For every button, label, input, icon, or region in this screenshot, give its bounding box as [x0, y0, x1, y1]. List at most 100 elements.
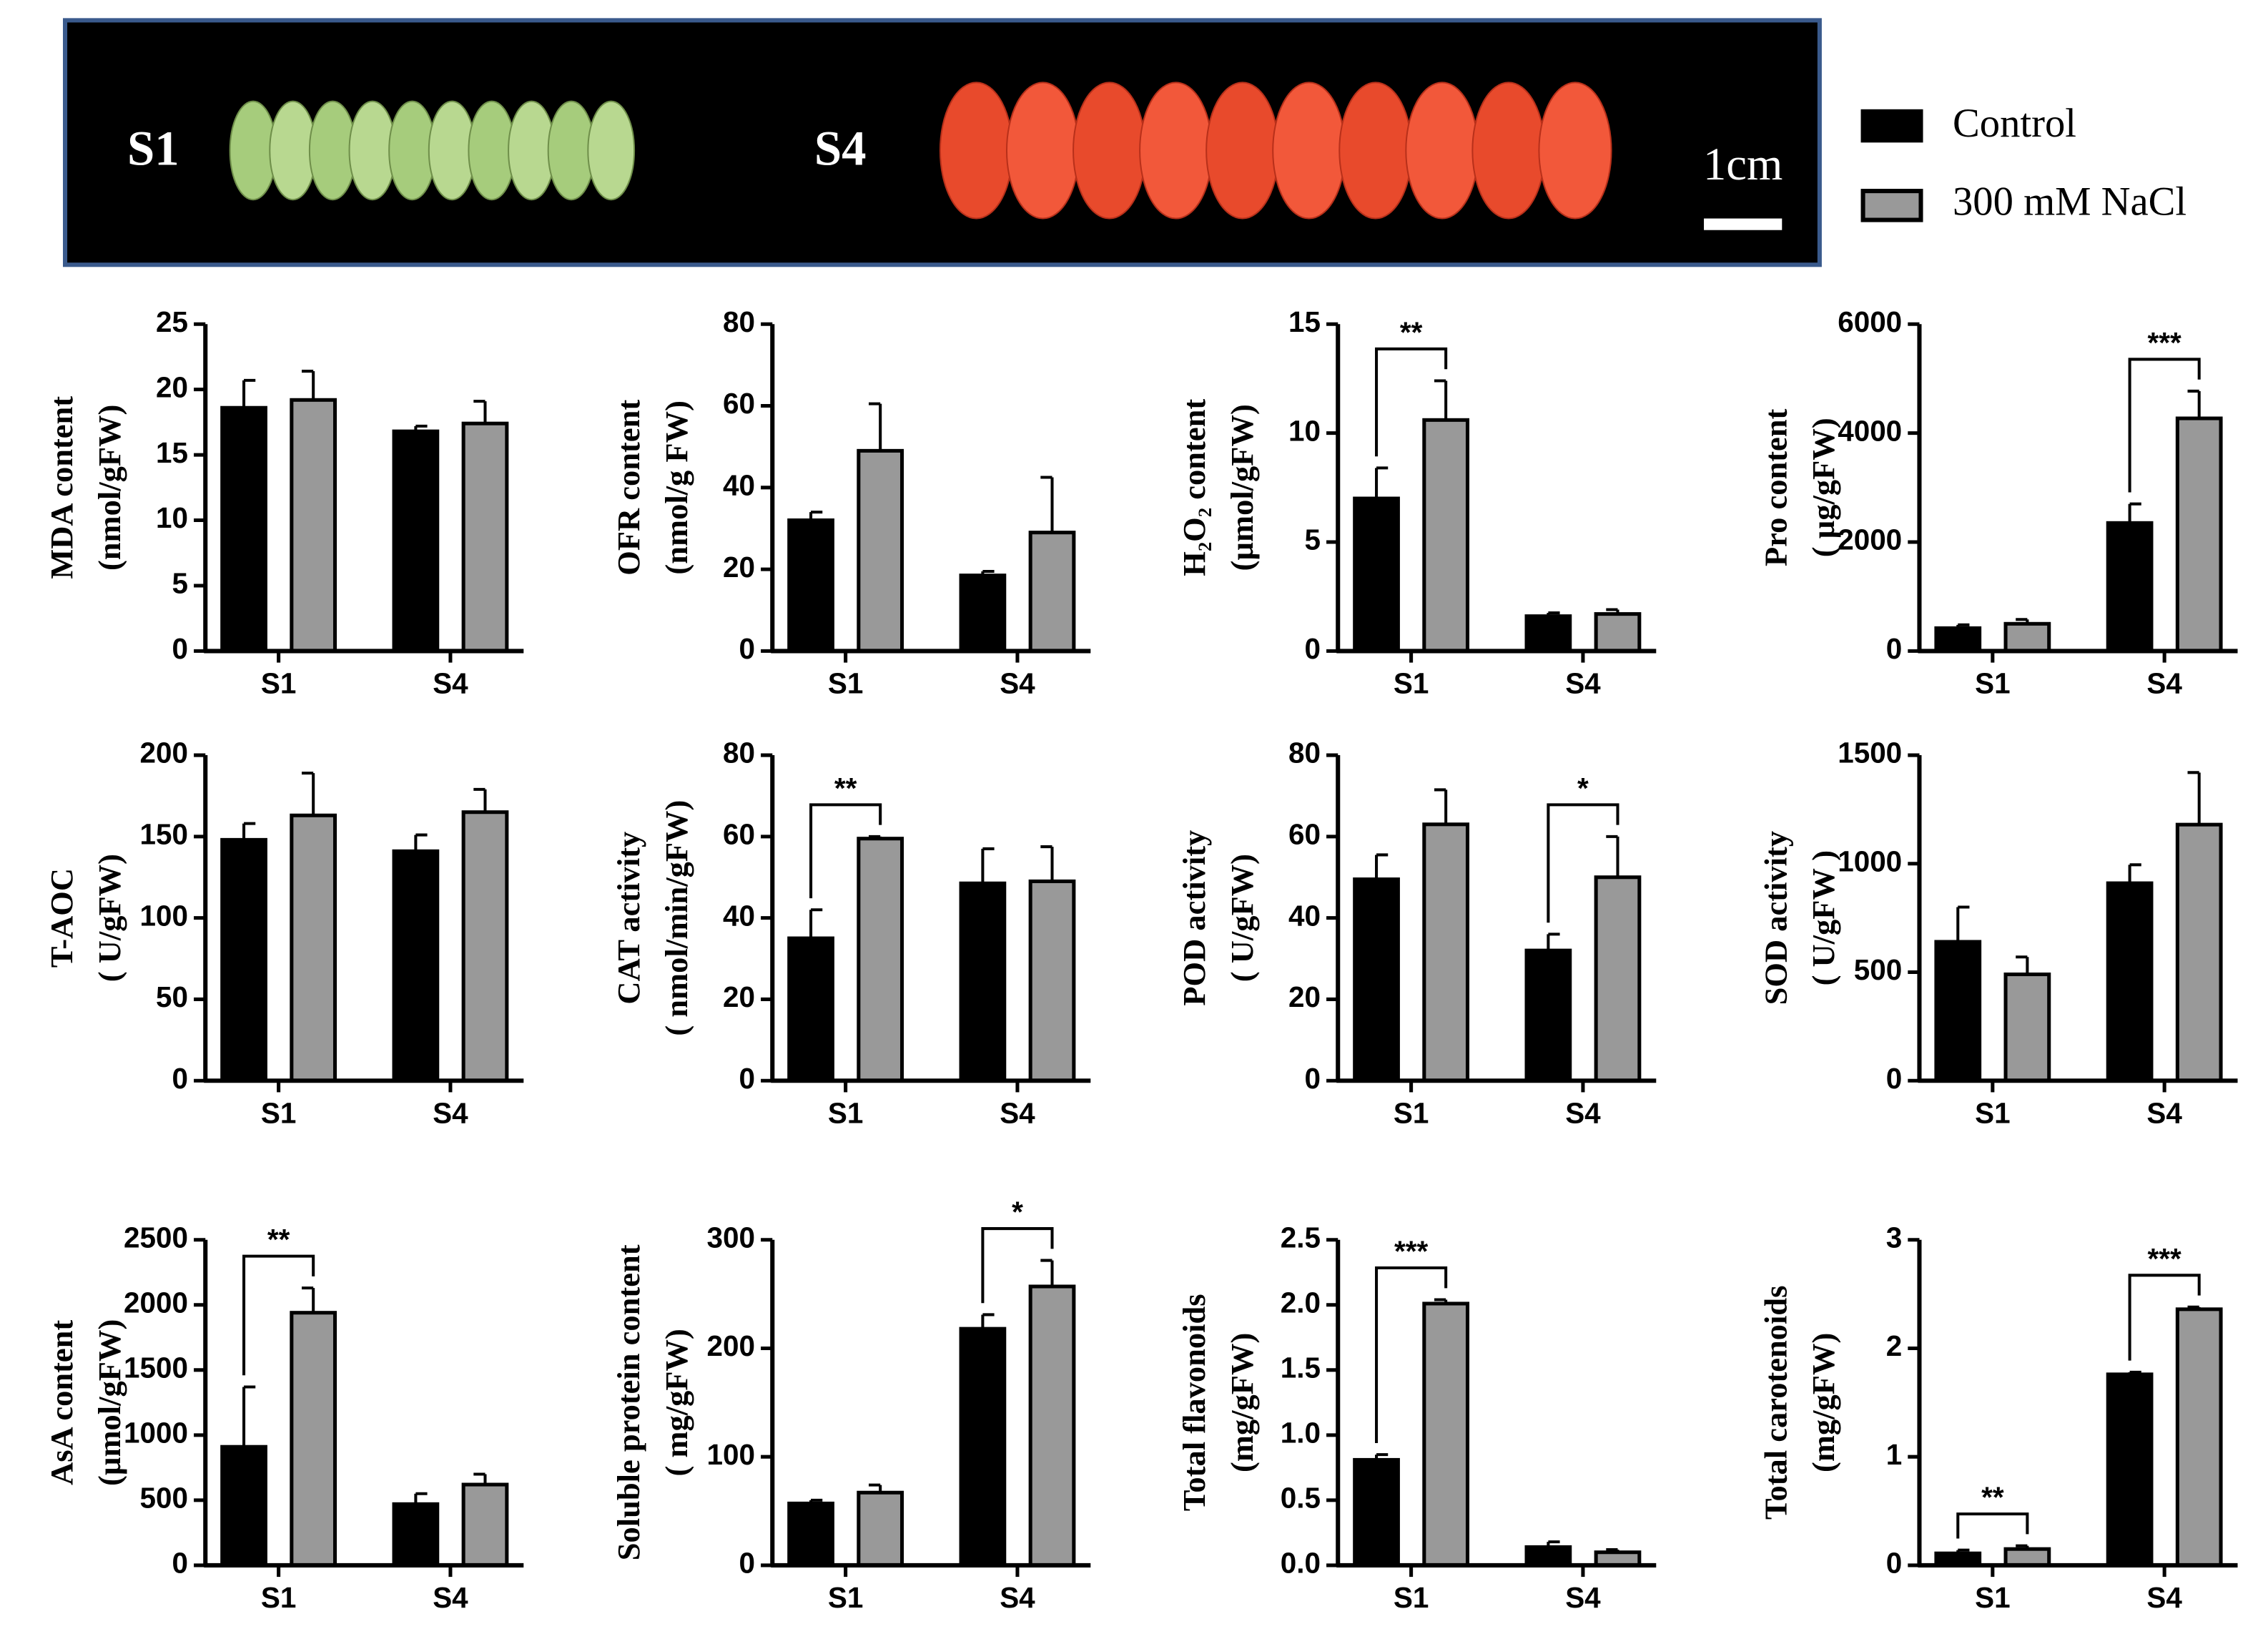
bar [1028, 531, 1076, 653]
bar [461, 421, 509, 653]
significance-bracket [2128, 358, 2201, 493]
y-tick-label: 0 [172, 632, 187, 665]
x-tick-label: S1 [261, 1096, 296, 1129]
y-tick-label: 0 [1886, 632, 1903, 665]
y-tick-label: 25 [156, 305, 188, 338]
y-tick-label: 200 [707, 1329, 755, 1362]
bar [1422, 418, 1470, 653]
seeds [229, 82, 1612, 220]
y-tick-label: 500 [140, 1482, 188, 1515]
scale-label: 1cm [1703, 139, 1783, 190]
y-tick-label: 40 [1288, 899, 1321, 932]
y-tick-label: 20 [156, 370, 188, 403]
y-tick-label: 0 [1304, 1062, 1321, 1095]
legend-swatch [1860, 189, 1923, 222]
bar [857, 1490, 904, 1568]
seed [1538, 82, 1612, 220]
y-tick-label: 0 [172, 1547, 187, 1580]
y-axis-label: MDA content [44, 396, 79, 579]
seed [1139, 82, 1213, 220]
seed [587, 100, 636, 201]
bar [787, 518, 834, 653]
x-tick-label: S1 [828, 667, 863, 700]
photo-panel: S1 S4 1cm [62, 18, 1822, 267]
bar [787, 1501, 834, 1568]
y-tick-label: 40 [723, 468, 755, 501]
x-tick-label: S1 [1975, 667, 2010, 700]
x-tick-label: S1 [261, 667, 296, 700]
y-tick-label: 6000 [1838, 305, 1902, 338]
chart: H₂O₂ content (µmol/gFW) 0 5 10 15 S1 S4 ** [1176, 305, 1657, 700]
x-tick-label: S1 [828, 1581, 863, 1614]
significance-bracket [981, 1227, 1054, 1304]
y-tick-label: 0.0 [1281, 1547, 1321, 1580]
significance-bracket [2128, 1274, 2201, 1361]
bar [392, 1502, 440, 1568]
chart: OFR content (nmol/g FW) 0 20 40 60 80 S1 S4 [611, 305, 1091, 700]
y-tick-label: 80 [1288, 737, 1321, 769]
y-tick-label: 100 [707, 1438, 755, 1471]
x-tick-label: S4 [433, 667, 468, 700]
y-axis-label: CAT activity [611, 832, 646, 1005]
y-tick-label: 10 [156, 501, 188, 534]
y-tick-label: 0 [739, 1547, 755, 1580]
chart: Total flavonoids (mg/gFW) 0.0 0.5 1.0 1.5 2.0 2… [1176, 1221, 1657, 1614]
bar [1028, 879, 1076, 1083]
chart: Soluble protein content ( mg/gFW) 0 100 200 3… [611, 1196, 1091, 1614]
y-axis-label: (mg/gFW) [1805, 1333, 1841, 1472]
bar [1028, 1284, 1076, 1568]
x-tick-label: S4 [1565, 1581, 1601, 1614]
bar [1422, 822, 1470, 1083]
bar [290, 813, 337, 1083]
y-tick-label: 20 [723, 980, 755, 1013]
y-tick-label: 2000 [1838, 523, 1902, 556]
photo-label: S1 [127, 121, 179, 175]
x-tick-label: S4 [1000, 1096, 1035, 1129]
significance-label: *** [1394, 1234, 1428, 1267]
y-axis-label: Soluble protein content [611, 1244, 646, 1560]
bar [392, 849, 440, 1083]
significance-bracket [242, 1254, 315, 1376]
seed [1272, 82, 1346, 220]
x-tick-label: S1 [1975, 1581, 2010, 1614]
seed [1405, 82, 1479, 220]
bar [1934, 940, 1982, 1083]
y-axis-label: (nmol/gFW) [92, 405, 127, 571]
x-tick-label: S4 [2146, 667, 2182, 700]
y-tick-label: 60 [723, 387, 755, 420]
chart: T-AOC ( U/gFW) 0 50 100 150 200 S1 S4 [44, 737, 524, 1129]
y-tick-label: 0 [1304, 632, 1321, 665]
y-tick-label: 1000 [1838, 845, 1902, 877]
y-tick-label: 200 [140, 737, 188, 769]
chart: AsA content (µmol/gFW) 0 500 1000 1500 2000 250… [44, 1221, 524, 1614]
x-tick-label: S4 [2146, 1096, 2182, 1129]
bar [1524, 1545, 1572, 1568]
x-tick-label: S1 [828, 1096, 863, 1129]
bar [2106, 881, 2154, 1083]
seed [1471, 82, 1546, 220]
x-tick-label: S4 [433, 1581, 468, 1614]
y-tick-label: 20 [723, 551, 755, 584]
significance-bracket [1956, 1512, 2029, 1539]
x-tick-label: S4 [433, 1096, 468, 1129]
y-tick-label: 1 [1886, 1438, 1903, 1471]
y-tick-label: 500 [1854, 953, 1902, 986]
y-axis-label: (mg/gFW) [1224, 1333, 1260, 1472]
bar [2106, 521, 2154, 653]
significance-bracket [1547, 803, 1619, 923]
y-tick-label: 2000 [124, 1286, 188, 1319]
y-axis-label: Total flavonoids [1176, 1294, 1212, 1511]
seed [1073, 82, 1147, 220]
bar [220, 837, 267, 1083]
y-tick-label: 1.0 [1281, 1417, 1321, 1450]
bar [959, 1327, 1007, 1568]
significance-label: ** [1981, 1481, 2004, 1514]
y-axis-label: AsA content [44, 1320, 79, 1485]
significance-label: * [1012, 1196, 1023, 1229]
y-axis-label: ( U/gFW) [92, 854, 127, 982]
significance-label: *** [2148, 1242, 2181, 1275]
y-tick-label: 1500 [1838, 737, 1902, 769]
bar [2175, 1307, 2223, 1568]
